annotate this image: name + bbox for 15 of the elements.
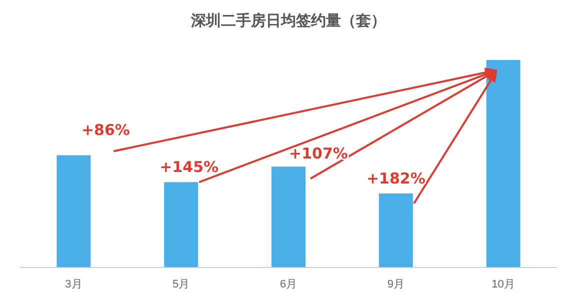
chart-title: 深圳二手房日均签约量（套） bbox=[190, 12, 386, 30]
annotation: +107% bbox=[289, 144, 348, 163]
bar bbox=[272, 166, 306, 267]
bar bbox=[486, 60, 520, 267]
x-tick-label: 10月 bbox=[492, 278, 515, 290]
x-tick-label: 5月 bbox=[172, 278, 190, 290]
x-tick-label: 3月 bbox=[65, 278, 82, 290]
bar bbox=[164, 182, 198, 267]
annotation: +145% bbox=[160, 158, 219, 176]
x-tick-label: 9月 bbox=[387, 278, 404, 290]
annotation: +182% bbox=[366, 170, 426, 188]
x-tick-label: 6月 bbox=[280, 278, 298, 290]
annotation: +86% bbox=[81, 121, 130, 140]
bar bbox=[378, 194, 413, 267]
bar bbox=[56, 155, 91, 267]
